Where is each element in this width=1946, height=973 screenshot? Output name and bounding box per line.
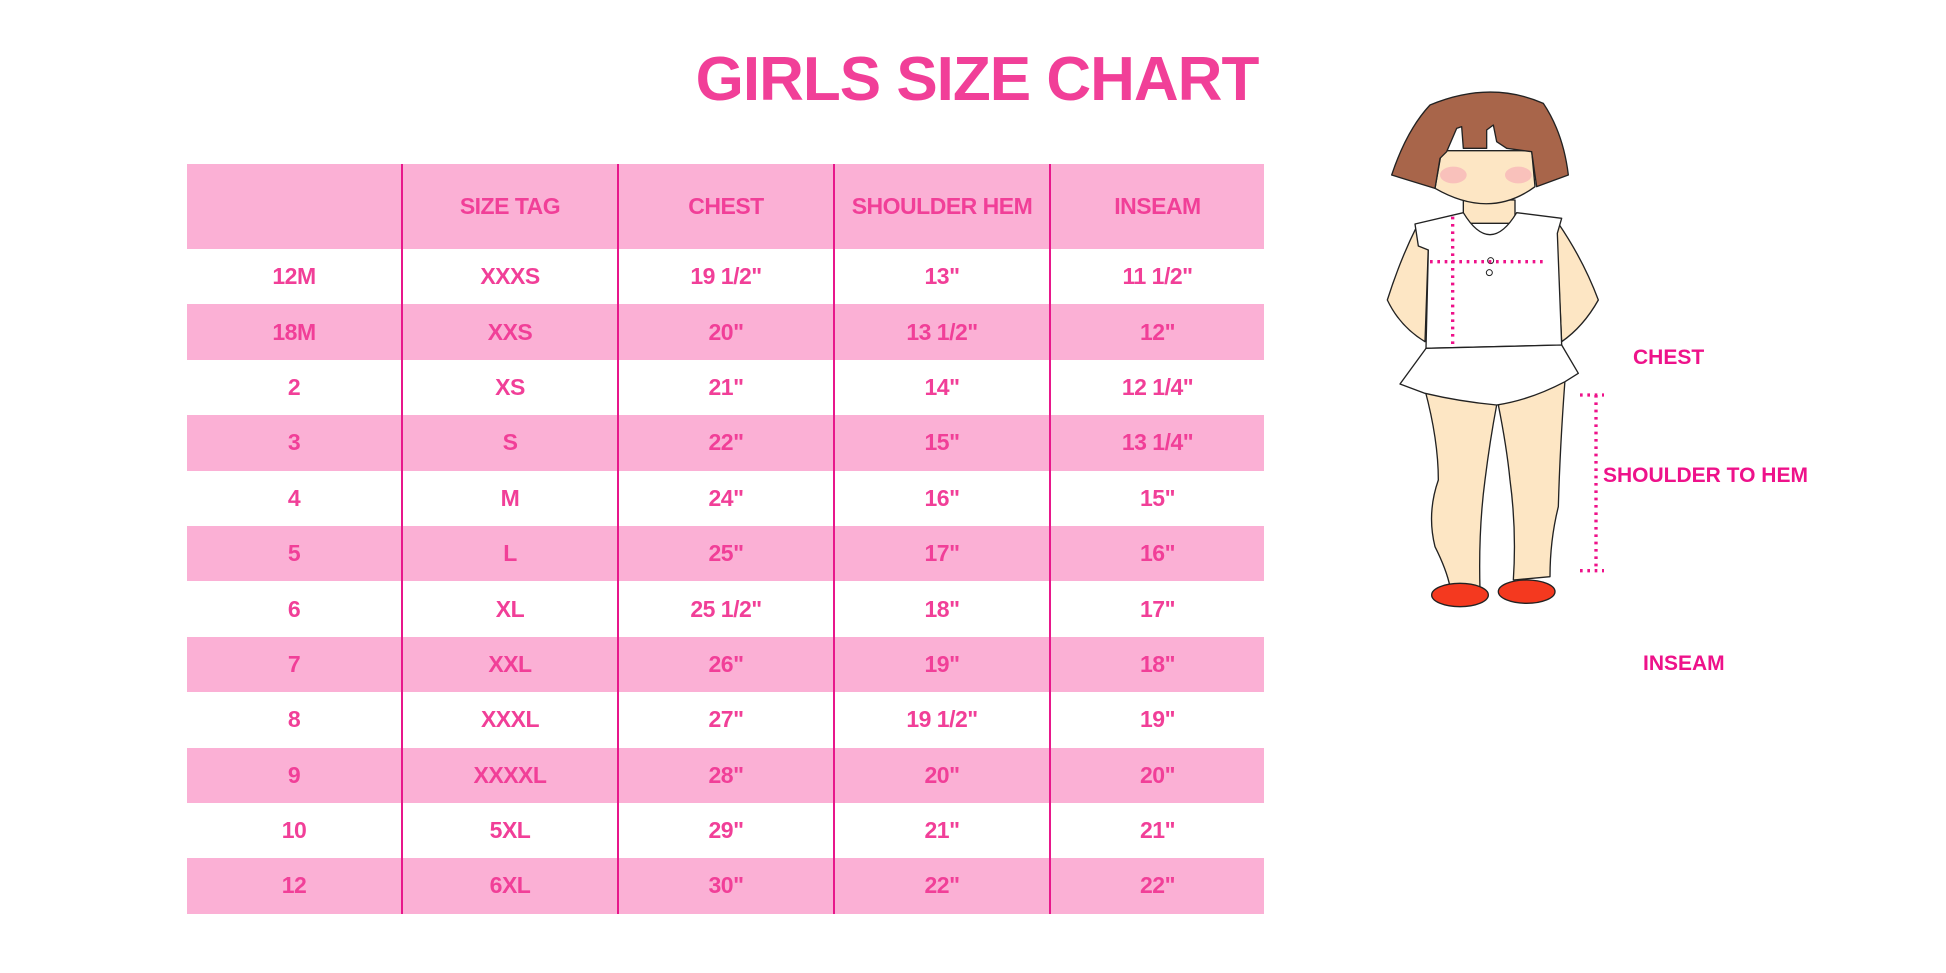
cell-chest: 28" — [617, 747, 833, 803]
cell-shoulder-hem: 19 1/2" — [833, 692, 1049, 748]
cell-shoulder-hem: 13" — [833, 249, 1049, 305]
cell-inseam: 21" — [1049, 802, 1264, 859]
cell-size-tag: XXXXL — [401, 747, 617, 803]
cell-size-tag: XXS — [401, 304, 617, 360]
table-row: 12M XXXS 19 1/2" 13" 11 1/2" — [187, 249, 1264, 305]
cell-size-tag: XXXS — [401, 249, 617, 305]
cell-size-tag: 6XL — [401, 858, 617, 914]
table-row: 3 S 22" 15" 13 1/4" — [187, 415, 1264, 471]
top-shirt — [1414, 212, 1563, 349]
cell-inseam: 19" — [1049, 692, 1264, 748]
cell-inseam: 16" — [1049, 525, 1264, 582]
cell-size: 9 — [287, 761, 301, 788]
cell-chest: 20" — [617, 304, 833, 360]
cell-chest: 27" — [617, 692, 833, 748]
cell-shoulder-hem: 20" — [833, 747, 1049, 803]
cell-inseam: 13 1/4" — [1049, 415, 1264, 471]
cell-inseam: 17" — [1049, 581, 1264, 637]
cell-size: 12 — [281, 872, 307, 899]
cell-size-tag: XS — [401, 359, 617, 416]
cell-size-tag: XL — [401, 581, 617, 637]
table-row: 10 5XL 29" 21" 21" — [187, 802, 1264, 859]
cell-chest: 30" — [617, 858, 833, 914]
hair — [1391, 91, 1569, 189]
inseam-label: INSEAM — [1643, 652, 1725, 675]
skirt — [1399, 344, 1579, 406]
left-shoe — [1431, 582, 1489, 608]
cell-chest: 25 1/2" — [617, 581, 833, 637]
cell-shoulder-hem: 15" — [833, 415, 1049, 471]
cell-inseam: 11 1/2" — [1049, 249, 1264, 305]
cell-shoulder-hem: 18" — [833, 581, 1049, 637]
cell-size: 2 — [287, 373, 301, 400]
header-cell-chest: CHEST — [617, 164, 833, 249]
right-arm — [1556, 222, 1599, 343]
cell-size: 18M — [272, 318, 316, 345]
right-leg — [1497, 379, 1566, 581]
cell-inseam: 22" — [1049, 858, 1264, 914]
table-row: 12 6XL 30" 22" 22" — [187, 858, 1264, 914]
cell-size-tag: 5XL — [401, 802, 617, 859]
table-row: 7 XXL 26" 19" 18" — [187, 636, 1264, 693]
cell-size-tag: XXL — [401, 636, 617, 693]
cell-inseam: 15" — [1049, 470, 1264, 526]
cell-shoulder-hem: 14" — [833, 359, 1049, 416]
cell-size: 10 — [281, 817, 307, 844]
table-row: 8 XXXL 27" 19 1/2" 19" — [187, 692, 1264, 748]
child-measurement-illustration — [1350, 80, 1900, 880]
table-row: 4 M 24" 16" 15" — [187, 470, 1264, 526]
cell-size: 8 — [287, 706, 301, 733]
right-shoe — [1497, 579, 1556, 604]
cell-inseam: 18" — [1049, 636, 1264, 693]
cell-inseam: 20" — [1049, 747, 1264, 803]
cell-shoulder-hem: 19" — [833, 636, 1049, 693]
face — [1434, 150, 1536, 205]
table-row: 6 XL 25 1/2" 18" 17" — [187, 581, 1264, 637]
cell-size: 7 — [287, 650, 301, 677]
size-chart-table: SIZE TAG CHEST SHOULDER HEM INSEAM 12M XX… — [187, 164, 1264, 914]
table-row: 9 XXXXL 28" 20" 20" — [187, 747, 1264, 803]
cell-shoulder-hem: 21" — [833, 802, 1049, 859]
header-cell-size-tag: SIZE TAG — [401, 164, 617, 249]
cell-chest: 19 1/2" — [617, 249, 833, 305]
page-title: GIRLS SIZE CHART — [695, 45, 1260, 114]
left-arm — [1386, 226, 1429, 343]
table-row: 18M XXS 20" 13 1/2" 12" — [187, 304, 1264, 360]
shoulder-to-hem-label: SHOULDER TO HEM — [1603, 464, 1808, 487]
cell-chest: 21" — [617, 359, 833, 416]
cell-shoulder-hem: 17" — [833, 525, 1049, 582]
cell-inseam: 12 1/4" — [1049, 359, 1264, 416]
cell-size-tag: XXXL — [401, 692, 617, 748]
header-cell-shoulder-hem: SHOULDER HEM — [833, 164, 1049, 249]
chest-label: CHEST — [1633, 346, 1705, 369]
cell-shoulder-hem: 13 1/2" — [833, 304, 1049, 360]
cell-size-tag: M — [401, 470, 617, 526]
cell-inseam: 12" — [1049, 304, 1264, 360]
cell-size-tag: S — [401, 415, 617, 471]
cell-chest: 24" — [617, 470, 833, 526]
table-header-row: SIZE TAG CHEST SHOULDER HEM INSEAM — [187, 164, 1264, 249]
table-row: 2 XS 21" 14" 12 1/4" — [187, 359, 1264, 416]
button — [1485, 269, 1493, 277]
cell-chest: 29" — [617, 802, 833, 859]
cell-size: 6 — [287, 595, 301, 622]
cell-shoulder-hem: 22" — [833, 858, 1049, 914]
child-figure — [1386, 91, 1604, 608]
cell-size: 3 — [287, 429, 301, 456]
cell-size: 12M — [272, 263, 316, 290]
cell-size: 5 — [287, 540, 301, 567]
cell-size: 4 — [287, 484, 301, 511]
table-row: 5 L 25" 17" 16" — [187, 525, 1264, 582]
header-cell-size — [187, 164, 401, 249]
cell-chest: 22" — [617, 415, 833, 471]
left-leg — [1424, 389, 1498, 591]
header-cell-inseam: INSEAM — [1049, 164, 1264, 249]
cell-chest: 25" — [617, 525, 833, 582]
cell-chest: 26" — [617, 636, 833, 693]
cell-shoulder-hem: 16" — [833, 470, 1049, 526]
cell-size-tag: L — [401, 525, 617, 582]
